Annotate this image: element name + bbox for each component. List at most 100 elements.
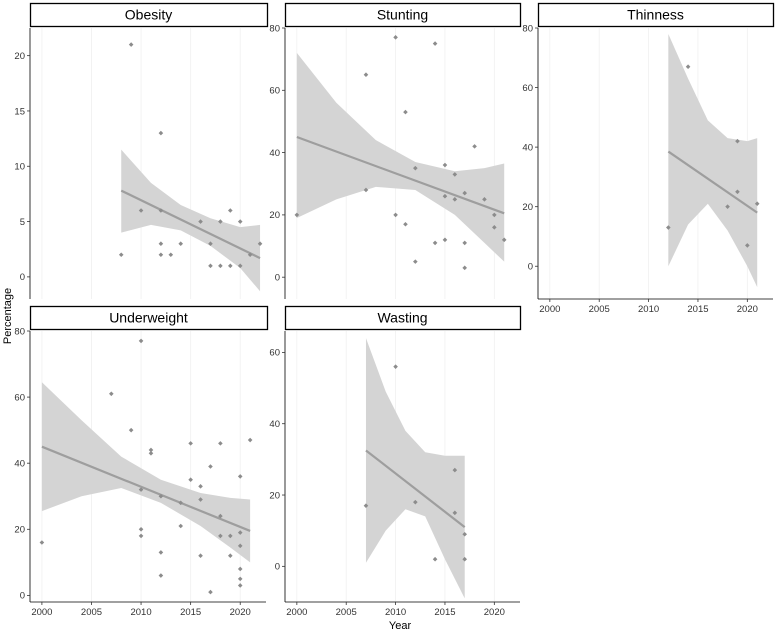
data-point [138,487,144,492]
facet-strip [537,2,775,28]
data-point [138,533,144,539]
data-point [208,263,213,269]
data-point [237,583,243,588]
facet-stunting: Stunting 0 20 40 60 80 [269,2,522,299]
data-point [462,240,468,246]
data-point [432,240,438,246]
panels-layer: Obesity05101520Stunting020406080Thinness… [14,2,775,618]
y-tick-label: 5 [20,217,25,228]
data-point [237,530,243,535]
data-point [208,241,213,246]
x-tick-label: 2010 [385,607,406,618]
facet-thinness: Thinness 0 20 40 60 80 2000 2005 2010 2015 2020 [522,2,775,315]
y-tick-label: 0 [275,562,280,573]
facet-strip [29,305,269,331]
x-tick-label: 2005 [81,607,102,618]
x-tick-label: 2020 [737,304,758,315]
y-tick-label: 60 [269,86,280,97]
data-point [393,364,398,369]
data-point [218,533,223,539]
x-tick-label: 2005 [336,607,357,618]
y-tick-label: 40 [269,419,280,430]
data-point [363,72,369,78]
x-tick-label: 2020 [230,607,251,618]
data-point [158,130,164,136]
data-point [462,556,468,562]
x-tick-label: 2020 [484,607,505,618]
facet-strip [29,2,269,28]
data-point [188,477,193,483]
x-tick-label: 2000 [31,607,52,618]
data-point [363,503,369,509]
y-tick-label: 40 [14,458,25,469]
data-point [452,467,458,473]
data-point [237,576,243,582]
facet-title: Obesity [125,7,172,23]
data-point [198,484,203,489]
y-tick-label: 80 [269,23,280,34]
data-point [228,533,233,539]
data-point [725,204,730,209]
data-point [188,441,193,446]
x-tick-label: 2000 [539,304,560,315]
data-point [735,138,740,144]
y-tick-label: 20 [269,490,280,501]
data-point [442,193,448,199]
facet-title: Stunting [377,7,428,23]
y-tick-label: 20 [14,525,25,536]
facet-underweight: Underweight 0 20 40 60 80 2000 2005 2010 2015 2020 [14,305,269,618]
x-axis-title: Year [389,620,412,632]
confidence-band [365,338,465,599]
y-tick-label: 10 [14,162,25,173]
confidence-band [41,382,251,563]
data-point [237,263,243,269]
data-point [462,190,468,196]
x-tick-label: 2015 [687,304,708,315]
facet-title: Thinness [627,7,684,23]
data-point [158,252,164,258]
regression-line [296,135,505,215]
facet-obesity: Obesity 0 5 10 15 20 [14,2,269,299]
data-point [413,259,418,264]
data-point [754,201,760,207]
data-point [452,510,458,516]
data-point [237,566,243,572]
data-point [178,241,184,246]
y-tick-label: 20 [522,202,533,213]
data-point [393,212,398,218]
data-point [363,187,369,193]
data-point [237,543,243,549]
facet-title: Underweight [109,310,188,326]
y-tick-label: 60 [14,392,25,403]
confidence-band [121,149,261,292]
data-point [492,212,497,218]
data-point [228,263,233,269]
data-point [745,243,750,248]
data-point [432,556,438,562]
confidence-band [296,52,505,262]
data-point [198,219,203,224]
data-point [442,162,448,168]
x-tick-label: 2015 [434,607,455,618]
data-point [178,500,184,506]
data-point [247,252,253,258]
data-point [442,237,448,243]
regression-line [365,449,466,528]
data-point [228,553,233,559]
facet-strip [284,2,522,28]
confidence-band [668,33,758,288]
data-point [158,241,164,246]
data-point [218,263,223,269]
data-point [208,464,213,469]
data-point [413,165,418,171]
y-tick-label: 0 [20,591,25,602]
data-point [109,391,114,397]
data-point [413,499,418,505]
y-tick-label: 0 [20,272,25,283]
data-point [198,553,203,559]
y-tick-label: 40 [522,142,533,153]
y-tick-label: 20 [14,51,25,62]
data-point [158,573,164,578]
data-point [393,35,398,40]
data-point [138,208,144,213]
